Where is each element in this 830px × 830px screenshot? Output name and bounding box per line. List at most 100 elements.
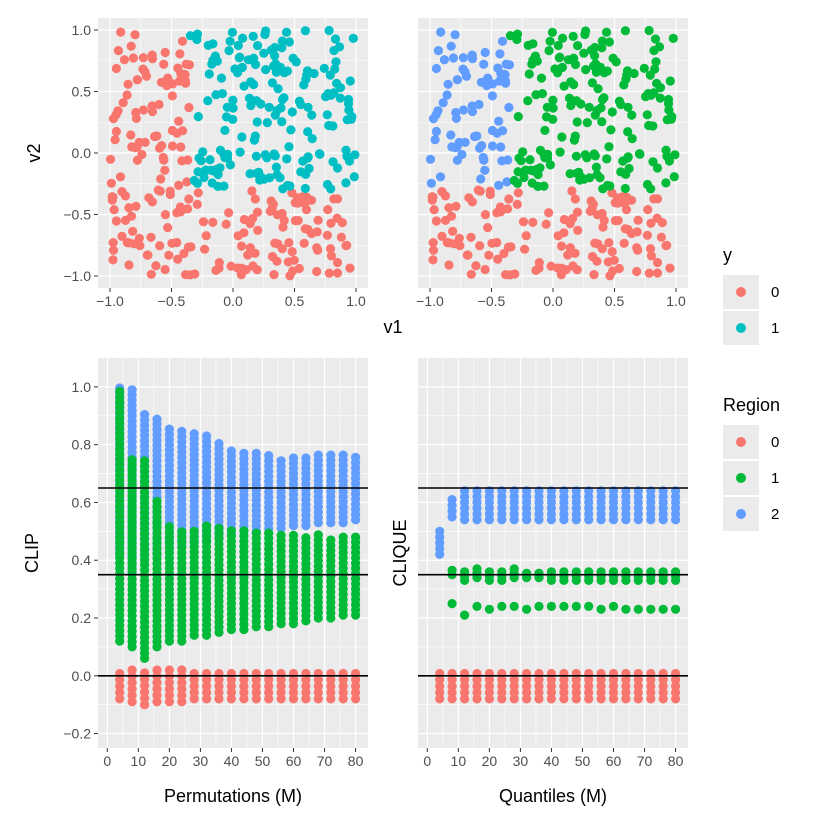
clip-point-region-2 xyxy=(313,450,323,460)
data-points xyxy=(105,25,681,710)
clique-point-region-0 xyxy=(559,675,569,685)
scatter-y-point-group-0 xyxy=(137,149,147,160)
scatter-region-point-region-0 xyxy=(559,228,569,238)
clip-point-region-0 xyxy=(214,687,224,698)
scatter-y-point-group-0 xyxy=(138,53,148,63)
legend-region-label-1: 1 xyxy=(771,470,779,487)
clip-point-region-0 xyxy=(226,687,236,698)
scatter-y-point-group-0 xyxy=(163,223,173,233)
clique-point-region-2 xyxy=(447,495,457,505)
clique-point-region-0 xyxy=(608,675,619,685)
scatter-y-point-group-0 xyxy=(119,55,129,65)
clip-point-region-0 xyxy=(214,694,224,704)
clip-point-region-0 xyxy=(338,681,348,691)
scatter-y-point-group-0 xyxy=(124,260,134,270)
top-x-axis-title: v1 xyxy=(383,317,402,337)
clip-point-region-0 xyxy=(140,674,150,684)
scatter-region-point-region-0 xyxy=(565,243,575,253)
scatter-y-point-group-0 xyxy=(124,238,134,248)
legend-y-dot-0 xyxy=(736,287,746,297)
clique-point-region-0 xyxy=(472,668,482,679)
scatter-y-point-group-1 xyxy=(270,51,280,61)
clique-point-region-0 xyxy=(671,675,681,685)
clique-point-region-0 xyxy=(596,675,606,685)
scatter-y-point-group-0 xyxy=(146,232,156,242)
clique-point-region-1 xyxy=(621,604,631,614)
clique-point-region-0 xyxy=(633,668,643,679)
clip-point-region-2 xyxy=(164,424,174,434)
clip-point-region-0 xyxy=(152,697,162,707)
clip-point-region-0 xyxy=(177,678,187,688)
scatter-region-point-region-2 xyxy=(474,99,484,110)
clip-point-region-2 xyxy=(276,456,286,466)
scatter-region-point-region-0 xyxy=(528,217,538,227)
scatter-region-point-region-1 xyxy=(536,73,547,83)
scatter-y-point-group-1 xyxy=(276,103,286,113)
scatter-region-point-region-1 xyxy=(651,57,661,67)
clique-point-region-0 xyxy=(497,668,507,679)
scatter-y-point-group-1 xyxy=(213,169,223,180)
scatter-region-x-tick-label: 0.0 xyxy=(543,293,563,309)
clip-point-region-0 xyxy=(202,681,212,691)
scatter-region-point-region-1 xyxy=(574,167,584,177)
scatter-region-point-region-2 xyxy=(431,63,441,74)
scatter-y-point-group-0 xyxy=(182,177,192,187)
scatter-region-point-region-1 xyxy=(641,92,651,102)
scatter-y-point-group-1 xyxy=(237,132,247,142)
clip-point-region-0 xyxy=(338,687,348,698)
scatter-y-point-group-1 xyxy=(307,134,317,144)
scatter-region-point-region-1 xyxy=(557,132,567,142)
scatter-y-point-group-1 xyxy=(219,149,229,159)
scatter-y-point-group-0 xyxy=(345,263,355,273)
clique-point-region-0 xyxy=(447,687,457,698)
scatter-y-point-group-0 xyxy=(128,226,138,236)
scatter-y-point-group-1 xyxy=(213,181,223,191)
scatter-y-point-group-0 xyxy=(236,241,247,251)
scatter-y-point-group-0 xyxy=(142,250,152,260)
scatter-y-point-group-1 xyxy=(275,62,285,72)
clique-point-region-1 xyxy=(522,568,532,578)
clique-point-region-0 xyxy=(633,694,643,704)
scatter-y-point-group-0 xyxy=(128,53,138,63)
clique-point-region-0 xyxy=(546,681,557,691)
legend-region: Region 0 1 2 xyxy=(723,395,780,531)
scatter-region-point-region-0 xyxy=(559,214,569,225)
scatter-region-point-region-2 xyxy=(497,156,507,166)
scatter-y-point-group-0 xyxy=(111,126,121,137)
scatter-region-point-region-1 xyxy=(666,114,676,124)
scatter-y-x-tick-label: 1.0 xyxy=(346,293,366,309)
scatter-y-point-group-1 xyxy=(189,175,199,186)
scatter-y-point-group-0 xyxy=(135,241,145,251)
scatter-region-point-region-0 xyxy=(480,210,490,220)
scatter-y-point-group-0 xyxy=(312,227,322,237)
clip-point-region-0 xyxy=(226,681,236,691)
scatter-y-point-group-1 xyxy=(282,66,292,76)
scatter-y-point-group-1 xyxy=(249,79,259,90)
scatter-region-point-region-0 xyxy=(632,227,642,237)
clip-point-region-0 xyxy=(288,681,299,691)
clip-x-tick-label: 40 xyxy=(224,753,240,769)
legend-region-dot-0 xyxy=(736,437,746,447)
scatter-region-point-region-0 xyxy=(499,248,509,259)
scatter-region-point-region-1 xyxy=(661,145,671,155)
clique-point-region-0 xyxy=(509,687,519,698)
scatter-region-point-region-0 xyxy=(544,208,554,218)
scatter-region-point-region-0 xyxy=(570,194,580,204)
clique-point-region-1 xyxy=(509,564,519,574)
clique-x-tick-label: 40 xyxy=(544,753,560,769)
scatter-region-point-region-0 xyxy=(556,241,567,251)
scatter-region-point-region-1 xyxy=(550,64,560,74)
clip-point-region-0 xyxy=(338,694,348,704)
clip-point-region-2 xyxy=(127,385,137,395)
scatter-region-point-region-1 xyxy=(644,25,654,36)
clip-point-region-0 xyxy=(115,687,125,698)
scatter-y-point-group-0 xyxy=(272,256,282,266)
scatter-y-point-group-1 xyxy=(335,83,346,93)
scatter-y-point-group-1 xyxy=(248,31,258,41)
clip-point-region-0 xyxy=(140,700,150,710)
scatter-region-point-region-0 xyxy=(437,187,447,197)
clique-point-region-0 xyxy=(460,668,470,679)
scatter-region-point-region-1 xyxy=(568,31,578,41)
scatter-region-point-region-0 xyxy=(505,270,515,280)
clip-point-region-2 xyxy=(152,414,162,424)
